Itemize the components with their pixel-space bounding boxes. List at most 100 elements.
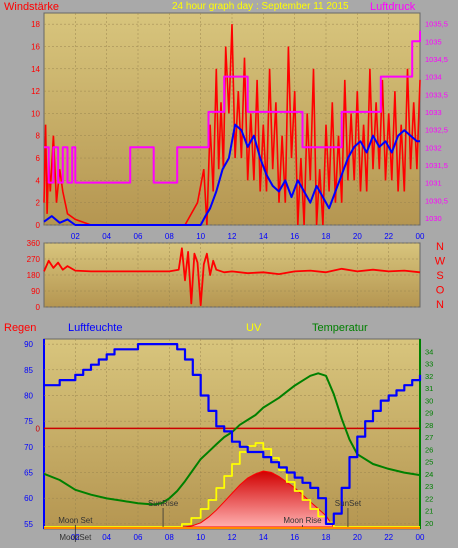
time-tick-label: 22 — [384, 533, 393, 542]
temperature-axis-labels: 20 21 22 23 24 25 26 27 28 29 30 31 32 33 34 — [425, 347, 433, 528]
temperature-tick-label: 29 — [425, 409, 433, 418]
pressure-title: Luftdruck — [370, 1, 416, 13]
pressure-tick-label: 1034 — [425, 73, 442, 82]
astronomy-annotations: Moon Set SunRise Moon Rise SunSet MoonSet — [58, 499, 362, 542]
time-tick-label: 18 — [322, 232, 331, 241]
pressure-tick-label: 1035 — [425, 37, 442, 46]
time-tick-label: 14 — [259, 232, 268, 241]
wind-tick-label: 12 — [31, 87, 40, 96]
temperature-tick-label: 30 — [425, 396, 433, 405]
pressure-tick-label: 1034,5 — [425, 55, 448, 64]
compass-label: S — [436, 270, 443, 282]
wind-tick-label: 18 — [31, 20, 40, 29]
time-tick-label: 22 — [384, 232, 393, 241]
pressure-tick-label: 1031 — [425, 179, 442, 188]
temperature-tick-label: 31 — [425, 384, 433, 393]
wind-pressure-series — [43, 24, 421, 226]
temperature-tick-label: 27 — [425, 433, 433, 442]
astronomy-label: MoonSet — [59, 533, 92, 542]
wind-tick-label: 14 — [31, 65, 40, 74]
astronomy-label: Moon Set — [58, 516, 93, 525]
rain-tick-label: 0 — [36, 424, 41, 433]
time-tick-label: 04 — [102, 533, 111, 542]
wind-tick-label: 16 — [31, 42, 40, 51]
time-tick-label: 08 — [165, 533, 174, 542]
temperature-tick-label: 33 — [425, 360, 433, 369]
compass-label: W — [435, 256, 446, 268]
direction-tick-label: 0 — [36, 303, 41, 312]
wind-direction-series — [43, 247, 421, 307]
temperature-tick-label: 21 — [425, 507, 433, 516]
time-tick-label: 06 — [134, 232, 143, 241]
temperature-tick-label: 22 — [425, 494, 433, 503]
time-tick-label: 12 — [228, 533, 237, 542]
time-tick-label: 20 — [353, 232, 362, 241]
astronomy-label: SunRise — [148, 499, 179, 508]
time-tick-label: 00 — [416, 533, 425, 542]
time-tick-label: 16 — [290, 232, 299, 241]
wind-direction-line — [43, 247, 421, 307]
time-tick-label: 08 — [165, 232, 174, 241]
wind-average-line — [43, 123, 420, 226]
pressure-line — [44, 30, 421, 184]
temperature-tick-label: 20 — [425, 519, 433, 528]
direction-tick-label: 270 — [27, 255, 41, 264]
direction-axis-labels: 0 90 180 270 360 — [27, 239, 41, 312]
compass-label: N — [436, 299, 444, 311]
temperature-title: Temperatur — [312, 322, 368, 334]
wind-tick-label: 8 — [36, 132, 41, 141]
temperature-tick-label: 26 — [425, 445, 433, 454]
time-axis-labels: 02 04 06 08 10 12 14 16 18 20 22 00 — [71, 232, 425, 241]
time-tick-label: 18 — [322, 533, 331, 542]
temperature-tick-label: 34 — [425, 347, 433, 356]
time-tick-label: 14 — [259, 533, 268, 542]
humidity-tick-label: 75 — [24, 417, 33, 426]
humidity-line — [44, 343, 422, 526]
humidity-tick-label: 65 — [24, 469, 33, 478]
time-tick-label: 10 — [196, 533, 205, 542]
pressure-tick-label: 1030 — [425, 214, 442, 223]
humidity-title: Luftfeuchte — [68, 322, 122, 334]
time-axis-labels-bottom: 02 04 06 08 10 12 14 16 18 20 22 00 — [71, 533, 425, 542]
wind-title: Windstärke — [4, 1, 59, 13]
direction-tick-label: 360 — [27, 239, 41, 248]
temperature-tick-label: 24 — [425, 470, 433, 479]
direction-tick-label: 180 — [27, 271, 41, 280]
wind-tick-label: 0 — [36, 221, 41, 230]
humidity-tick-label: 80 — [24, 391, 33, 400]
time-tick-label: 20 — [353, 533, 362, 542]
temperature-line — [43, 372, 421, 506]
uv-title: UV — [246, 322, 262, 334]
humidity-tick-label: 60 — [24, 494, 33, 503]
wind-tick-label: 2 — [36, 199, 41, 208]
astronomy-label: SunSet — [335, 499, 362, 508]
humidity-axis-labels: 55 60 65 70 75 80 85 90 0 — [24, 340, 40, 529]
humidity-tick-label: 85 — [24, 366, 33, 375]
time-tick-label: 02 — [71, 232, 80, 241]
wind-tick-label: 4 — [36, 176, 41, 185]
humidity-temperature-series — [43, 343, 422, 529]
uv-line — [44, 442, 420, 528]
time-tick-label: 12 — [228, 232, 237, 241]
pressure-tick-label: 1032 — [425, 143, 442, 152]
compass-label: O — [436, 285, 445, 297]
temperature-tick-label: 25 — [425, 458, 433, 467]
wind-tick-label: 10 — [31, 109, 40, 118]
pressure-tick-label: 1031,5 — [425, 161, 448, 170]
pressure-tick-label: 1030,5 — [425, 196, 448, 205]
pressure-tick-label: 1033,5 — [425, 90, 448, 99]
direction-tick-label: 90 — [31, 287, 40, 296]
compass-label: N — [436, 241, 444, 253]
pressure-tick-label: 1032,5 — [425, 126, 448, 135]
time-tick-label: 10 — [196, 232, 205, 241]
temperature-tick-label: 32 — [425, 372, 433, 381]
time-tick-label: 06 — [134, 533, 143, 542]
humidity-tick-label: 70 — [24, 443, 33, 452]
time-tick-label: 16 — [290, 533, 299, 542]
time-tick-label: 00 — [416, 232, 425, 241]
temperature-tick-label: 28 — [425, 421, 433, 430]
humidity-tick-label: 55 — [24, 520, 33, 529]
rain-title: Regen — [4, 322, 36, 334]
